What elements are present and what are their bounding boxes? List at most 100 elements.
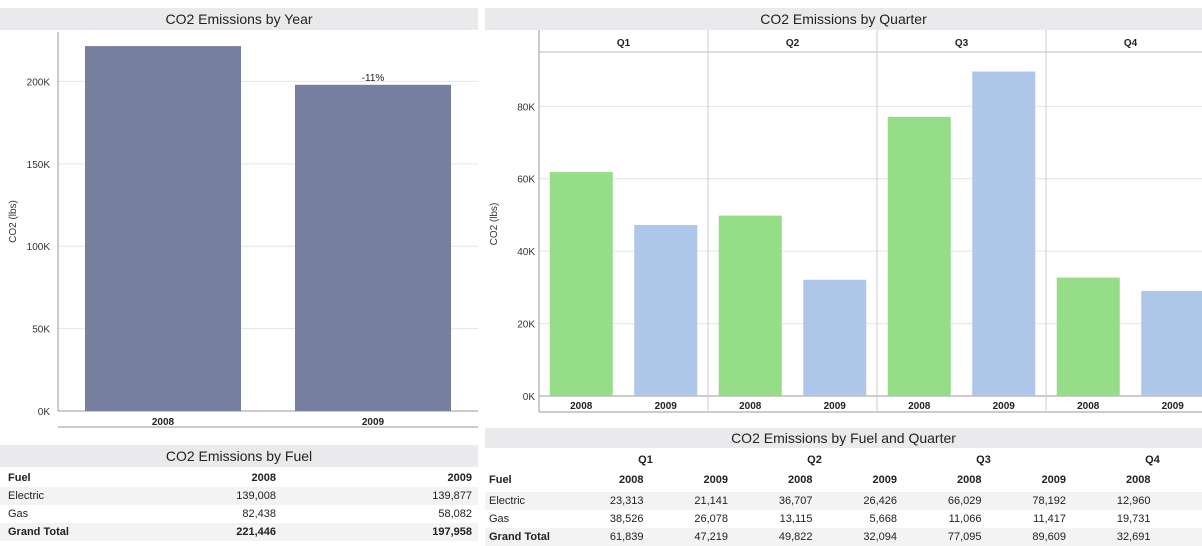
fuel-header: Fuel	[489, 474, 559, 486]
table-cell: 49,822	[730, 531, 813, 543]
bar-annotation: -11%	[362, 73, 385, 84]
y-tick-label: 0K	[523, 392, 536, 403]
y-tick-label: 200K	[27, 77, 51, 88]
bar-2008	[85, 46, 241, 411]
fuel-quarter-table-title: CO2 Emissions by Fuel and Quarter	[485, 428, 1202, 448]
table-cell: 82,438	[150, 508, 276, 520]
row-label: Fuel	[8, 472, 148, 484]
table-cell: 139,877	[300, 490, 472, 502]
table-cell: 23,313	[561, 495, 644, 507]
table-cell: 26,426	[815, 495, 898, 507]
year-header: 2008	[899, 474, 982, 486]
table-cell: 58,082	[300, 508, 472, 520]
y-tick-label: 100K	[27, 242, 51, 253]
bar-Q1-2009	[634, 225, 697, 396]
row-label: Electric	[8, 490, 148, 502]
x-tick-label: 2009	[362, 417, 385, 428]
y-tick-label: 60K	[517, 175, 535, 186]
row-label: Gas	[489, 513, 561, 525]
y-tick-label: 40K	[517, 247, 535, 258]
x-tick-label: 2008	[739, 401, 762, 412]
bar-Q1-2008	[550, 172, 613, 396]
table-cell: 139,008	[150, 490, 276, 502]
table-cell: 66,029	[899, 495, 982, 507]
table-cell: 14,11	[1153, 495, 1202, 507]
x-tick-label: 2008	[570, 401, 593, 412]
table-cell: 11,417	[984, 513, 1067, 525]
y-axis-label: CO2 (lbs)	[489, 203, 500, 246]
quarter-header-Q1: Q1	[561, 454, 730, 466]
row-label: Grand Total	[489, 531, 561, 543]
y-tick-label: 80K	[517, 102, 535, 113]
bar-Q2-2009	[803, 280, 866, 396]
table-cell: 13,115	[730, 513, 813, 525]
y-axis-label: CO2 (lbs)	[8, 200, 19, 243]
quarter-header-Q2: Q2	[730, 454, 899, 466]
table-cell: 32,691	[1068, 531, 1151, 543]
y-tick-label: 20K	[517, 320, 535, 331]
table-cell: 221,446	[150, 526, 276, 538]
table-cell: 77,095	[899, 531, 982, 543]
table-cell: 32,094	[815, 531, 898, 543]
table-cell: 36,707	[730, 495, 813, 507]
row-label: Electric	[489, 495, 561, 507]
bar-Q3-2009	[972, 72, 1035, 396]
x-tick-label: 2009	[993, 401, 1016, 412]
bar-2009	[295, 85, 451, 411]
x-tick-label: 2008	[908, 401, 931, 412]
year-header: 2009	[646, 474, 729, 486]
quarter-header-Q1: Q1	[617, 38, 631, 49]
bar-Q4-2008	[1057, 278, 1120, 396]
year-header: 2009	[815, 474, 898, 486]
x-tick-label: 2008	[1077, 401, 1100, 412]
year-header: 2008	[730, 474, 813, 486]
year-header: 200	[1153, 474, 1202, 486]
x-tick-label: 2009	[824, 401, 847, 412]
table-cell: 38,526	[561, 513, 644, 525]
table-cell: 89,609	[984, 531, 1067, 543]
x-tick-label: 2009	[1162, 401, 1185, 412]
year-header: 2008	[561, 474, 644, 486]
y-tick-label: 0K	[38, 407, 51, 418]
quarter-header-Q2: Q2	[786, 38, 800, 49]
y-tick-label: 150K	[27, 160, 51, 171]
x-tick-label: 2008	[152, 417, 175, 428]
table-cell: 47,219	[646, 531, 729, 543]
table-cell: 78,192	[984, 495, 1067, 507]
fuel-table-title: CO2 Emissions by Fuel	[0, 445, 478, 467]
year-header: 2008	[1068, 474, 1151, 486]
table-cell: 29,03	[1153, 531, 1202, 543]
table-cell: 19,731	[1068, 513, 1151, 525]
table-cell: 14,91	[1153, 513, 1202, 525]
table-cell: 197,958	[300, 526, 472, 538]
table-cell: 11,066	[899, 513, 982, 525]
quarter-header-Q4: Q4	[1068, 454, 1202, 466]
row-label: Gas	[8, 508, 148, 520]
bar-Q3-2008	[888, 117, 951, 396]
bar-Q2-2008	[719, 216, 782, 396]
quarter-header-Q3: Q3	[955, 38, 969, 49]
x-tick-label: 2009	[655, 401, 678, 412]
table-cell: 2008	[150, 472, 276, 484]
year-chart: 0K 50K 100K 150K 200K CO2 (lbs) 2008 2009 -11%	[0, 8, 478, 436]
year-header: 2009	[984, 474, 1067, 486]
row-label: Grand Total	[8, 526, 148, 538]
y-tick-label: 50K	[32, 325, 50, 336]
table-cell: 2009	[300, 472, 472, 484]
quarter-chart: 0K 20K 40K 60K 80K CO2 (lbs) Q1 2008 2009 Q2 2008 2…	[485, 8, 1202, 428]
bar-Q4-2009	[1141, 291, 1202, 396]
quarter-header-Q3: Q3	[899, 454, 1068, 466]
table-cell: 21,141	[646, 495, 729, 507]
quarter-header-Q4: Q4	[1124, 38, 1138, 49]
table-cell: 26,078	[646, 513, 729, 525]
table-cell: 5,668	[815, 513, 898, 525]
